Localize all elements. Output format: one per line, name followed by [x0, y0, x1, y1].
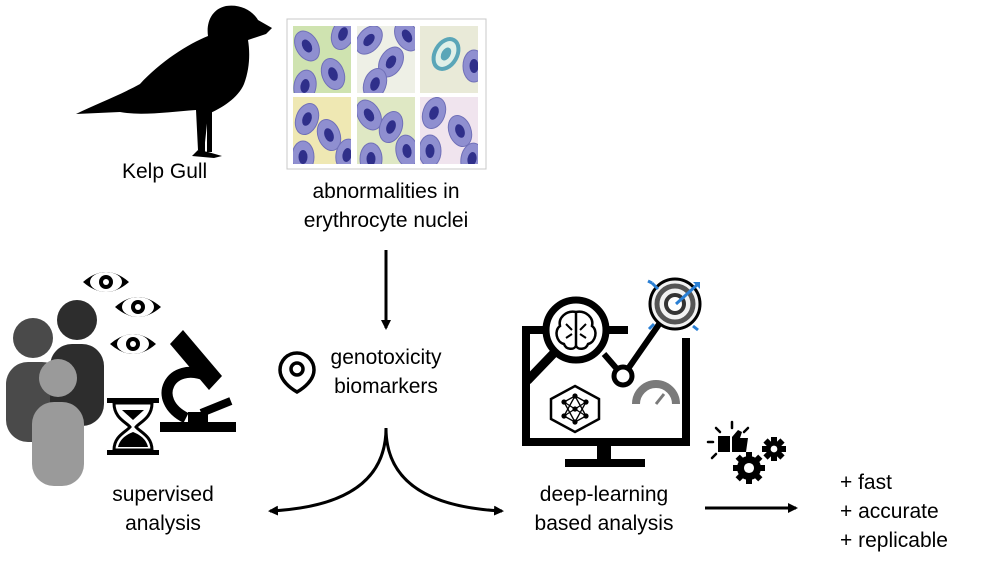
- brain-icon: [555, 310, 597, 350]
- thumbs-up-icon: [706, 420, 750, 460]
- bird-name: Kelp Gull: [122, 160, 208, 183]
- biomarkers-label-line1: genotoxicity: [330, 346, 442, 369]
- micrograph-grid: [286, 18, 487, 170]
- micrograph-panel: [357, 26, 415, 93]
- biomarkers-label: genotoxicity biomarkers: [315, 343, 457, 401]
- arrow-to-supervised: [268, 427, 388, 516]
- supervised-label-line2: analysis: [125, 512, 201, 535]
- cell-nucleus: [402, 144, 412, 158]
- cell-nucleus: [370, 77, 380, 91]
- cell-nucleus: [328, 67, 338, 81]
- target-icon: [647, 277, 702, 332]
- cell-nucleus: [366, 152, 376, 164]
- benefit-replicable: + replicable: [840, 529, 948, 552]
- deep-learning-label-line2: based analysis: [534, 512, 674, 535]
- eye-icon: [110, 334, 156, 354]
- cell-nucleus: [386, 120, 396, 134]
- deep-learning-label-line1: deep-learning: [539, 483, 669, 506]
- supervised-label: supervised analysis: [93, 480, 233, 538]
- cell-nucleus: [469, 59, 478, 73]
- cell-nucleus: [385, 55, 397, 69]
- trend-line: [601, 318, 665, 388]
- micrograph-panel: [293, 97, 351, 164]
- cell-nucleus: [338, 27, 348, 41]
- gauge-icon: [632, 380, 680, 405]
- supervised-label-line1: supervised: [112, 483, 214, 506]
- eye-icon: [115, 297, 161, 317]
- benefit-accurate: + accurate: [840, 500, 939, 523]
- micrograph-panel: [420, 97, 478, 164]
- micrograph-panel: [420, 26, 478, 93]
- monitor-icon: [522, 326, 690, 467]
- gears-icon: [733, 437, 786, 484]
- micrograph-panel: [357, 97, 415, 164]
- people-icon: [6, 300, 104, 486]
- arrow-to-deep-learning: [384, 427, 504, 516]
- cell-nucleus: [298, 150, 308, 164]
- cells-label-line1: abnormalities in: [312, 180, 460, 203]
- cell-nucleus: [302, 112, 312, 126]
- deep-learning-label: deep-learning based analysis: [514, 480, 694, 538]
- gear-icon: [733, 452, 765, 484]
- cell-nucleus: [467, 152, 477, 164]
- cell-nucleus: [429, 106, 439, 120]
- cell-nucleus: [440, 47, 452, 61]
- micrograph-panel: [293, 26, 351, 93]
- location-pin-icon: [278, 351, 316, 395]
- cell-nucleus: [300, 79, 310, 93]
- cells-label: abnormalities in erythrocyte nuclei: [286, 177, 486, 235]
- cells-label-line2: erythrocyte nuclei: [303, 209, 469, 232]
- benefits-list: + fast + accurate + replicable: [840, 468, 948, 555]
- cell-nucleus: [455, 124, 465, 138]
- benefit-fast: + fast: [840, 471, 892, 494]
- cell-nucleus: [425, 144, 435, 158]
- bird-label: Kelp Gull: [122, 157, 207, 186]
- biomarkers-label-line2: biomarkers: [334, 375, 438, 398]
- gear-icon: [762, 437, 786, 461]
- cell-nucleus: [342, 148, 351, 162]
- cell-nucleus: [363, 33, 375, 47]
- cell-nucleus: [324, 128, 334, 142]
- gull-silhouette: [76, 5, 272, 158]
- neural-network-icon: [549, 384, 601, 434]
- cell-nucleus: [401, 29, 413, 43]
- hourglass-icon: [107, 398, 159, 455]
- microscope-icon: [160, 330, 236, 432]
- cell-nucleus: [301, 39, 313, 53]
- eye-icon: [83, 272, 129, 292]
- cell-nucleus: [363, 108, 375, 122]
